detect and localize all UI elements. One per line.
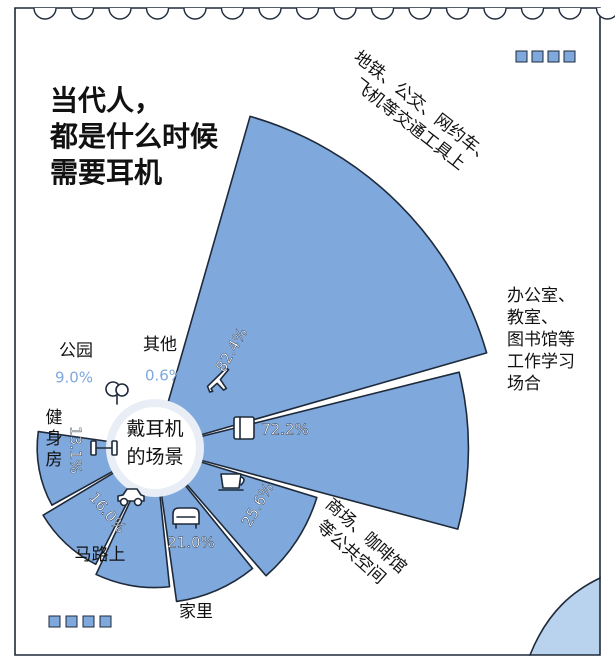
car-icon bbox=[117, 488, 145, 507]
coffee-cup-icon bbox=[218, 473, 245, 491]
value-label: 9.0% bbox=[55, 369, 93, 387]
title-line-1: 当代人， bbox=[50, 84, 162, 117]
dumbbell-plate bbox=[111, 440, 118, 456]
category-label-line: 健 bbox=[46, 408, 63, 428]
page-title: 当代人， 都是什么时候 需要耳机 bbox=[49, 84, 219, 189]
binder-hole bbox=[483, 7, 507, 20]
decorative-square bbox=[563, 50, 576, 63]
sofa-body bbox=[172, 507, 200, 525]
corner-curl bbox=[528, 576, 601, 656]
book-cover bbox=[233, 416, 255, 440]
category-label-line: 场合 bbox=[507, 374, 541, 394]
category-label: 公园 bbox=[59, 341, 93, 361]
category-label-line: 马路上 bbox=[75, 545, 126, 565]
category-label: 其他 bbox=[143, 335, 177, 355]
car-wheel bbox=[133, 497, 143, 507]
tree-crown bbox=[115, 383, 129, 397]
book-icon bbox=[233, 416, 255, 440]
binder-hole bbox=[183, 7, 207, 20]
binder-hole bbox=[108, 7, 132, 20]
airplane-icon bbox=[206, 367, 230, 393]
value-label: 0.6% bbox=[145, 367, 183, 385]
center-label: 戴耳机 的场景 bbox=[126, 418, 183, 468]
center-label-line-2: 的场景 bbox=[126, 446, 183, 468]
value-label: 21.0% bbox=[167, 534, 215, 552]
dumbbell-icon bbox=[90, 440, 118, 456]
category-label-line: 房 bbox=[46, 450, 63, 470]
category-label-line: 工作学习 bbox=[507, 352, 575, 372]
binder-hole bbox=[445, 7, 470, 20]
decorative-square bbox=[515, 50, 528, 63]
title-line-3: 需要耳机 bbox=[50, 156, 162, 189]
cup-body bbox=[220, 473, 242, 489]
decorative-square bbox=[547, 50, 560, 63]
binder-hole bbox=[145, 7, 170, 20]
sofa-icon bbox=[172, 507, 200, 529]
hub-core bbox=[114, 407, 196, 489]
value-label: 72.2% bbox=[261, 421, 309, 439]
car-wheel bbox=[119, 497, 129, 507]
decorative-square bbox=[65, 615, 78, 628]
binder-hole bbox=[333, 7, 357, 20]
category-label: 家里 bbox=[179, 602, 213, 622]
value-label: 13.1% bbox=[67, 426, 85, 474]
binder-hole bbox=[595, 7, 615, 20]
category-label-line: 其他 bbox=[143, 335, 177, 355]
binder-hole bbox=[70, 7, 95, 20]
decorative-square bbox=[82, 615, 95, 628]
binder-hole bbox=[408, 7, 432, 20]
decorative-squares-bottom bbox=[48, 615, 112, 628]
dumbbell-plate bbox=[90, 440, 97, 456]
category-label-line: 教室、 bbox=[507, 308, 558, 328]
binder-holes bbox=[33, 7, 615, 20]
binder-hole bbox=[520, 7, 545, 20]
category-label: 办公室、教室、图书馆等工作学习场合 bbox=[507, 286, 575, 394]
category-label-line: 身 bbox=[46, 429, 63, 449]
binder-hole bbox=[370, 7, 395, 20]
airplane-shape bbox=[206, 367, 230, 393]
category-label-line: 办公室、 bbox=[507, 286, 575, 306]
chart-hub bbox=[106, 399, 204, 497]
decorative-square bbox=[99, 615, 112, 628]
binder-hole bbox=[295, 7, 320, 20]
category-label-line: 公园 bbox=[59, 341, 93, 361]
binder-hole bbox=[558, 7, 582, 20]
binder-hole bbox=[258, 7, 282, 20]
title-line-2: 都是什么时候 bbox=[49, 120, 219, 153]
category-label: 健身房 bbox=[46, 408, 63, 470]
category-label-line: 图书馆等 bbox=[507, 330, 575, 350]
center-label-line-1: 戴耳机 bbox=[126, 418, 183, 440]
binder-hole bbox=[220, 7, 245, 20]
cup-handle bbox=[240, 476, 245, 486]
chart-icons bbox=[90, 367, 255, 529]
decorative-square bbox=[531, 50, 544, 63]
decorative-square bbox=[48, 615, 61, 628]
binder-hole bbox=[33, 7, 57, 20]
chart-slices bbox=[36, 115, 488, 603]
decorative-squares-top bbox=[515, 50, 576, 63]
category-label-line: 家里 bbox=[179, 602, 213, 622]
tree-icon bbox=[105, 381, 129, 405]
category-label: 马路上 bbox=[75, 545, 126, 565]
